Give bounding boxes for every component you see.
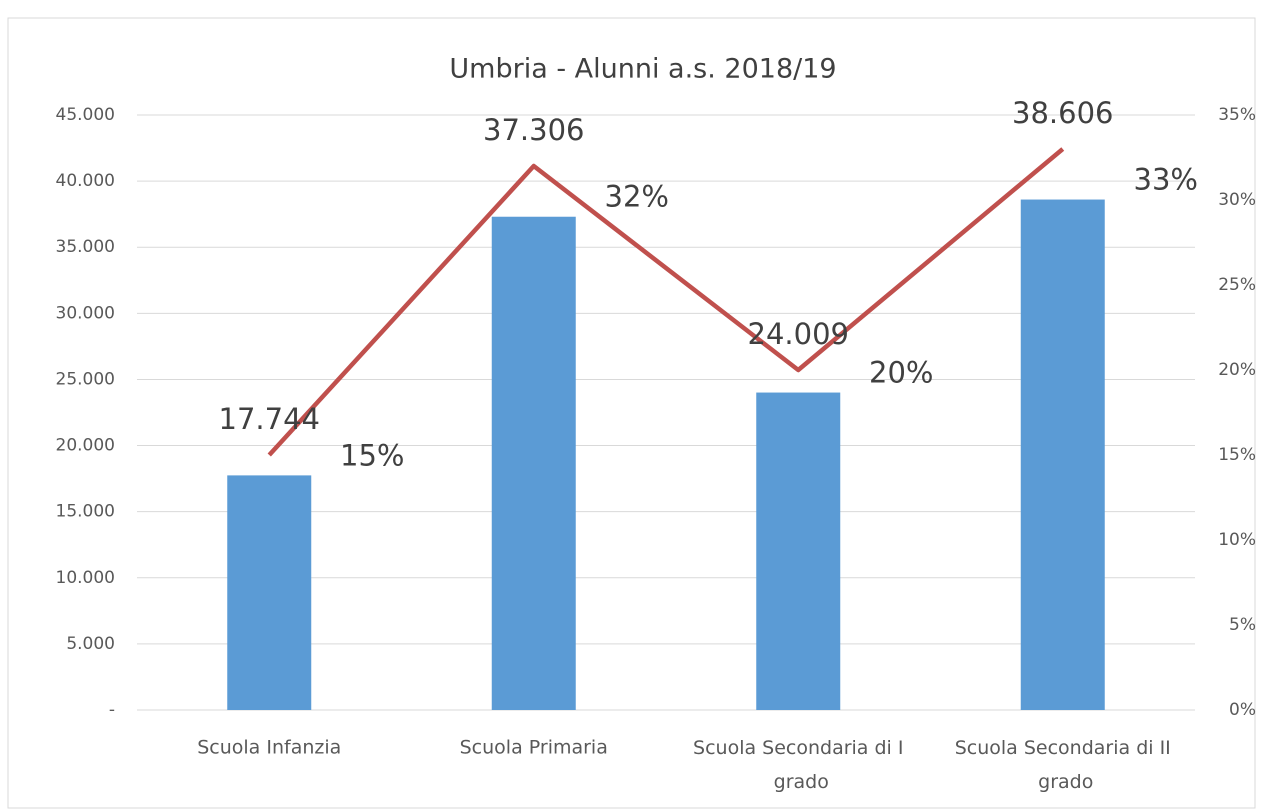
- y-tick-label: 20.000: [56, 436, 115, 456]
- x-tick-label: Scuola Infanzia: [197, 737, 341, 759]
- data-label: 32%: [605, 180, 669, 214]
- data-label: 24.009: [748, 317, 849, 351]
- x-tick-label: Scuola Secondaria di I grado: [693, 737, 903, 793]
- bar: [756, 392, 841, 710]
- y-tick-label: 15.000: [56, 502, 115, 522]
- data-label: 15%: [340, 438, 404, 472]
- y-tick-label: 25.000: [56, 369, 115, 389]
- x-tick-label: Scuola Primaria: [460, 737, 608, 759]
- y2-tick-label: 15%: [1218, 445, 1256, 465]
- y-tick-label: 40.000: [56, 171, 115, 191]
- y-tick-label: 30.000: [56, 303, 115, 323]
- bar: [227, 475, 312, 710]
- line: [267, 147, 1065, 457]
- y-tick-label: -: [109, 700, 115, 720]
- data-label: 20%: [869, 356, 933, 390]
- chart-title: Umbria - Alunni a.s. 2018/19: [449, 54, 836, 85]
- y2-tick-label: 10%: [1218, 530, 1256, 550]
- data-label: 38.606: [1012, 96, 1113, 130]
- y2-tick-label: 0%: [1229, 700, 1256, 720]
- bar: [491, 216, 576, 710]
- data-label: 17.744: [219, 402, 320, 436]
- x-tick-label: Scuola Secondaria di II grado: [955, 737, 1171, 793]
- y2-tick-label: 35%: [1218, 105, 1256, 125]
- y2-tick-label: 5%: [1229, 615, 1256, 635]
- y-tick-label: 35.000: [56, 237, 115, 257]
- y2-tick-label: 20%: [1218, 360, 1256, 380]
- y-tick-label: 5.000: [66, 634, 115, 654]
- data-label: 37.306: [483, 113, 584, 147]
- y-tick-label: 10.000: [56, 568, 115, 588]
- y2-tick-label: 30%: [1218, 190, 1256, 210]
- data-label: 33%: [1134, 163, 1198, 197]
- y-tick-label: 45.000: [56, 105, 115, 125]
- bar: [1020, 199, 1105, 710]
- y2-tick-label: 25%: [1218, 275, 1256, 295]
